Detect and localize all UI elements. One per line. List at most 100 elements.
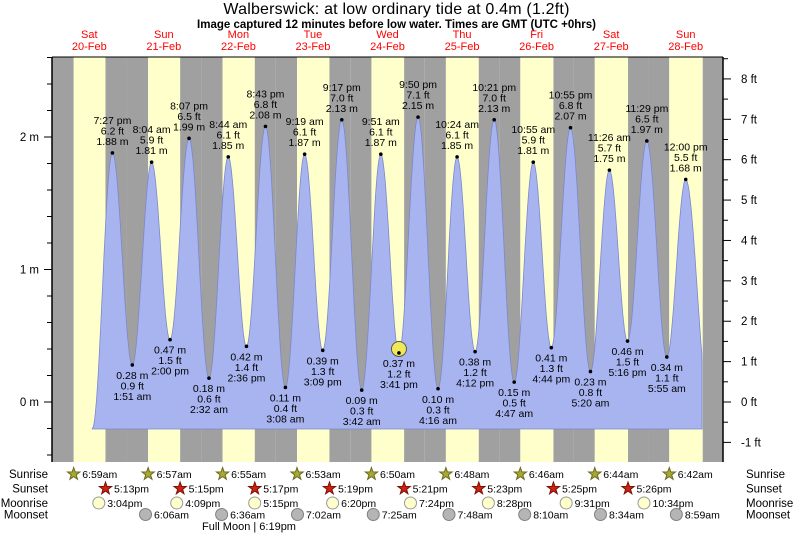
right-axis-tick-label: 7 ft [741, 114, 758, 126]
moonrise-time: 4:09pm [185, 498, 220, 510]
tide-event: 0.11 m0.4 ft3:08 am [266, 385, 305, 425]
sunset-icon [396, 480, 412, 496]
moonset-time: 8:10am [533, 510, 568, 522]
tide-event-time: 3:09 pm [304, 376, 342, 388]
tide-event-time: 9:50 pm [399, 79, 437, 91]
tide-event-dot [187, 136, 191, 141]
tide-event-m: 2.13 m [478, 103, 510, 115]
tide-event-m: 2.07 m [554, 111, 586, 123]
tide-event-time: 2:36 pm [227, 372, 265, 384]
tide-event-dot [397, 351, 401, 355]
tide-event-ft: 1.5 ft [158, 355, 181, 367]
day-name-label: Thu [453, 29, 472, 41]
tide-event: 12:00 pm5.5 ft1.68 m [664, 141, 708, 182]
tide-event-time: 5:20 am [571, 398, 609, 410]
day-date-label: 20-Feb [72, 41, 107, 53]
moonrise-icon [637, 496, 651, 510]
tide-event-ft: 1.2 ft [387, 368, 410, 380]
moonset-time: 7:02am [306, 510, 341, 522]
tide-event-labels: 7:27 pm6.2 ft1.88 m 0.28 m0.9 ft1:51 am 8:… [93, 79, 707, 428]
tide-event: 8:07 pm6.5 ft1.99 m [170, 100, 208, 141]
sunrise-icon [289, 465, 305, 481]
moonset-icon [291, 508, 305, 521]
right-axis-tick-label: 2 ft [741, 316, 758, 328]
sunset-entry: 5:21pm [396, 480, 448, 496]
tide-event-time: 8:04 am [133, 124, 171, 136]
day-name-label: Tue [304, 29, 323, 41]
tide-event-m: 1.85 m [441, 140, 473, 152]
sunset-icon [620, 480, 636, 496]
tide-event-time: 4:47 am [495, 408, 533, 420]
sunrise-time: 6:55am [231, 469, 266, 481]
sunrise-time: 6:46am [529, 469, 564, 481]
sunset-row-label-right: Sunset [746, 484, 783, 496]
tide-event-dot [665, 355, 669, 359]
tide-event: 10:24 am6.1 ft1.85 m [435, 119, 479, 159]
tide-event-ft: 1.3 ft [540, 363, 563, 375]
tide-event-ft: 6.1 ft [293, 127, 316, 139]
moonrise-entry: 8:28pm [481, 496, 532, 510]
right-axis-tick-label: 4 ft [741, 235, 758, 247]
tide-event-time: 2:32 am [190, 404, 228, 416]
tide-event-time: 8:07 pm [170, 100, 208, 112]
sunrise-time: 6:50am [380, 469, 415, 481]
left-axis-tick-label: 1 m [20, 265, 39, 277]
right-axis-tick-label: 1 ft [741, 357, 758, 369]
tide-event: 9:17 pm7.0 ft2.13 m [323, 82, 361, 122]
tide-event-time: 9:51 am [362, 116, 400, 128]
tide-event-ft: 5.9 ft [522, 135, 545, 147]
tide-event-time: 8:44 am [209, 119, 247, 131]
tide-event-ft: 0.4 ft [274, 403, 297, 415]
tide-event-ft: 1.4 ft [235, 362, 258, 374]
tide-event-time: 11:26 am [588, 132, 631, 144]
tide-event: 0.47 m1.5 ft2:00 pm [151, 337, 189, 378]
tide-event: 0.15 m0.5 ft4:47 am [495, 380, 533, 420]
sunrise-icon [140, 465, 156, 481]
moonset-entry: 7:02am [291, 508, 341, 522]
sunset-entry: 5:15pm [172, 480, 224, 496]
tide-event: 9:19 am6.1 ft1.87 m [286, 116, 324, 157]
tide-event-dot [625, 339, 630, 343]
page-subtitle: Image captured 12 minutes before low wat… [197, 19, 596, 31]
moonrise-row-label-left: Moonrise [1, 498, 48, 510]
moonrise-time: 5:15pm [263, 498, 298, 510]
right-axis-tick-label: 3 ft [741, 276, 758, 288]
tide-event: 0.41 m1.3 ft4:44 pm [532, 345, 571, 386]
sunset-icon [247, 480, 263, 496]
tide-event-ft: 6.8 ft [559, 100, 582, 112]
tide-event-ft: 0.6 ft [197, 394, 220, 406]
tide-event-time: 3:08 am [266, 413, 304, 425]
moonrise-entry: 10:34pm [637, 496, 694, 510]
day-name-label: Sat [603, 29, 620, 41]
sunrise-entry: 6:53am [289, 465, 341, 481]
tide-event-dot [607, 168, 612, 172]
day-date-label: 22-Feb [221, 41, 256, 53]
moonrise-entry: 9:31pm [559, 496, 610, 510]
tide-event: 11:29 pm6.5 ft1.97 m [625, 103, 669, 143]
tide-event-time: 4:16 am [419, 415, 457, 427]
tide-event-ft: 6.8 ft [254, 99, 277, 111]
tide-event-m: 0.10 m [422, 394, 454, 406]
tide-event: 8:44 am6.1 ft1.85 m [209, 119, 247, 159]
tide-event-ft: 0.9 ft [121, 380, 144, 392]
moonrise-entry: 3:04pm [92, 496, 143, 510]
day-name-label: Sat [81, 29, 98, 41]
current-position-marker [390, 340, 407, 357]
day-name-label: Fri [530, 29, 543, 41]
tide-event: 9:50 pm7.1 ft2.15 m [399, 79, 437, 119]
tide-event-m: 0.37 m [383, 358, 415, 370]
tide-event-time: 2:00 pm [151, 366, 189, 378]
tide-event-ft: 1.5 ft [616, 357, 639, 369]
tide-event-m: 0.46 m [611, 346, 643, 358]
tide-event: 10:55 am5.9 ft1.81 m [511, 124, 555, 164]
right-axis-tick-label: 5 ft [741, 195, 758, 207]
moonset-entry: 6:06am [139, 508, 189, 522]
tide-event-m: 0.39 m [307, 355, 339, 367]
tide-event-ft: 6.2 ft [101, 125, 124, 137]
tide-event-dot [339, 117, 344, 122]
sunrise-entry: 6:57am [140, 465, 192, 481]
sunset-time: 5:23pm [487, 484, 522, 496]
tide-event-m: 1.81 m [136, 145, 168, 157]
right-axis-tick-label: 8 ft [741, 74, 758, 86]
